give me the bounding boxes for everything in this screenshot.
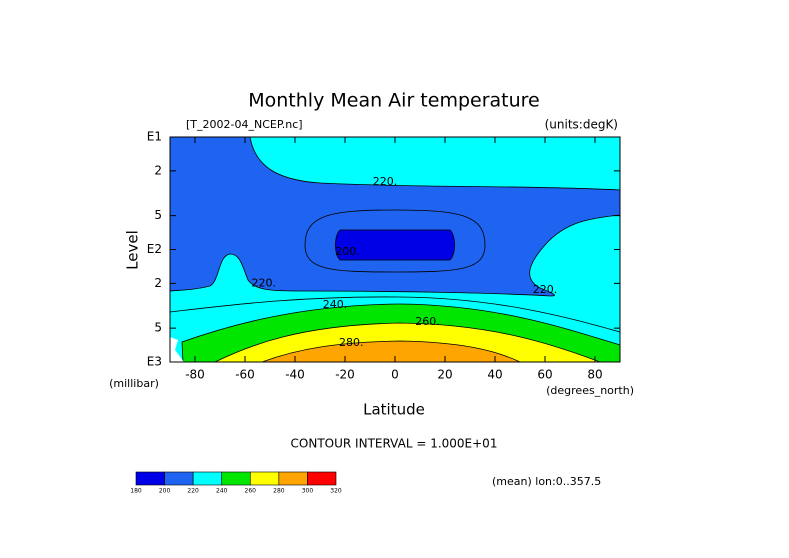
missing-region — [170, 337, 184, 362]
contour-label: 260. — [415, 315, 440, 328]
colorbar-label: 280 — [273, 488, 285, 495]
colorbar-label: 300 — [302, 488, 314, 495]
colorbar-swatch — [221, 471, 251, 486]
x-tick-label: -20 — [335, 368, 355, 382]
y-tick-label: 2 — [154, 276, 162, 290]
contour-label: 220. — [533, 283, 558, 296]
y-units: (millibar) — [109, 377, 159, 390]
colorbar-label: 260 — [245, 488, 257, 495]
colorbar-label: 320 — [330, 488, 342, 495]
x-tick-label: 80 — [587, 368, 602, 382]
y-tick-label: 5 — [154, 208, 162, 222]
x-tick-label: 40 — [487, 368, 502, 382]
footer: (mean) lon:0..357.5 — [492, 475, 601, 488]
x-units: (degrees_north) — [546, 384, 634, 397]
x-tick-label: -80 — [185, 368, 205, 382]
x-tick-label: -60 — [235, 368, 255, 382]
chart-title: Monthly Mean Air temperature — [248, 90, 539, 112]
x-tick-label: 0 — [391, 368, 399, 382]
x-axis-label: Latitude — [363, 401, 425, 419]
colorbar-swatch — [192, 471, 223, 486]
contour-label: 220. — [252, 276, 277, 289]
colorbar-label: 180 — [130, 488, 142, 495]
x-tick-label: 20 — [437, 368, 452, 382]
contour-label: 280. — [339, 336, 364, 349]
colorbar-label: 200 — [159, 488, 171, 495]
field-band — [304, 209, 486, 273]
y-tick-label: 5 — [154, 321, 162, 335]
contour-interval: CONTOUR INTERVAL = 1.000E+01 — [291, 437, 498, 451]
colorbar-swatch — [249, 471, 280, 486]
field-band — [261, 340, 521, 363]
colorbar-swatch — [307, 471, 337, 486]
field-band — [169, 136, 621, 297]
colorbar-swatch — [278, 471, 308, 486]
field-band — [335, 229, 455, 261]
contour-label: 200. — [335, 245, 360, 258]
contour-label: 220. — [373, 175, 398, 188]
colorbar-label: 240 — [216, 488, 228, 495]
y-tick-label: 2 — [154, 163, 162, 177]
contour-label: 240. — [323, 298, 348, 311]
colorbar-swatch — [135, 471, 165, 486]
colorbar-label: 220 — [187, 488, 199, 495]
y-axis-label: Level — [124, 230, 142, 270]
y-tick-label: E3 — [147, 355, 162, 369]
x-tick-label: -40 — [285, 368, 305, 382]
y-tick-label: E1 — [147, 130, 162, 144]
field — [169, 136, 621, 363]
field-band — [169, 296, 621, 333]
x-tick-label: 60 — [537, 368, 552, 382]
colorbar-swatch — [164, 471, 194, 486]
units-label: (units:degK) — [545, 118, 618, 132]
y-tick-label: E2 — [147, 242, 162, 256]
file-label: [T_2002-04_NCEP.nc] — [186, 118, 303, 131]
